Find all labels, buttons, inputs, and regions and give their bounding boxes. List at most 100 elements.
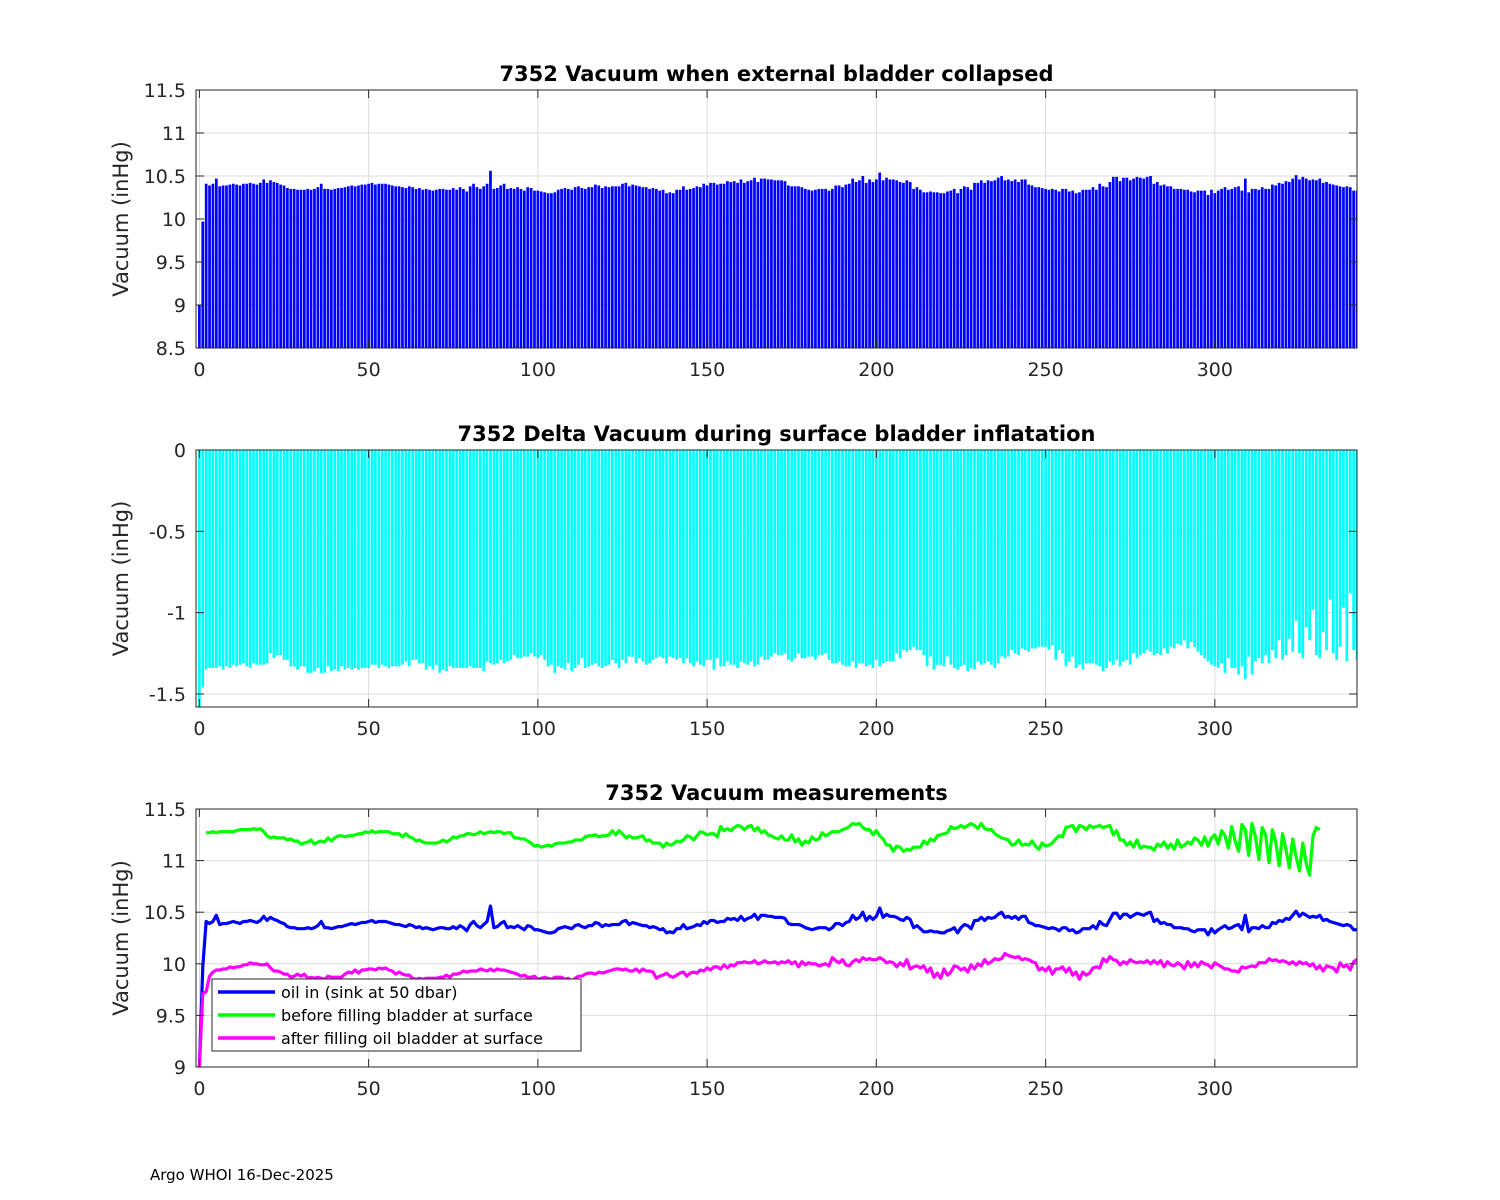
bar <box>1268 189 1271 348</box>
bar <box>273 450 276 658</box>
bar <box>432 191 435 348</box>
bar <box>367 184 370 348</box>
bar <box>1386 191 1389 348</box>
bar <box>567 189 570 348</box>
bar <box>767 450 770 660</box>
bar <box>757 450 760 665</box>
bar <box>506 189 509 348</box>
bar <box>1379 191 1382 348</box>
bar <box>801 187 804 348</box>
bar <box>740 450 743 661</box>
bar <box>662 190 665 348</box>
bar <box>987 450 990 661</box>
bar <box>645 187 648 348</box>
bar <box>560 189 563 348</box>
bar <box>679 450 682 658</box>
bar <box>381 450 384 665</box>
bar <box>479 450 482 668</box>
bar <box>1129 180 1132 348</box>
bar <box>858 450 861 663</box>
bar <box>503 184 506 348</box>
bar <box>814 450 817 660</box>
bar <box>357 450 360 670</box>
bar <box>628 186 631 348</box>
bar <box>625 183 628 348</box>
bar <box>713 183 716 348</box>
bar <box>1220 189 1223 348</box>
bar <box>587 450 590 666</box>
bar <box>286 450 289 660</box>
bar <box>611 450 614 660</box>
bar <box>1241 191 1244 348</box>
bar <box>1169 450 1172 647</box>
bar <box>652 188 655 348</box>
bar <box>1251 189 1254 348</box>
bar <box>493 189 496 348</box>
bar <box>228 185 231 348</box>
bar <box>604 186 607 348</box>
legend: oil in (sink at 50 dbar)before filling b… <box>212 979 581 1051</box>
bar <box>916 187 919 348</box>
bar <box>811 191 814 348</box>
chart-panel-1: 0 50 100 150 200 250 300 8.5 9 9.5 10 10.5 11 11.5 735… <box>109 62 1413 381</box>
bar <box>1393 190 1396 348</box>
bar <box>537 191 540 348</box>
bar <box>1146 177 1149 348</box>
bar <box>344 450 347 670</box>
bar <box>408 186 411 348</box>
bar <box>1109 450 1112 661</box>
bar <box>526 187 529 348</box>
bar <box>1359 190 1362 348</box>
x-tick-label: 0 <box>193 359 205 381</box>
bar <box>1142 450 1145 653</box>
x-tick-label: 200 <box>858 359 894 381</box>
bar <box>249 183 252 348</box>
bar <box>577 186 580 348</box>
bar <box>493 450 496 665</box>
bar <box>269 180 272 348</box>
bar <box>973 450 976 670</box>
bar <box>956 193 959 348</box>
bar <box>1203 191 1206 348</box>
bar <box>242 450 245 663</box>
bar <box>533 191 536 348</box>
bar <box>469 450 472 666</box>
bar <box>821 450 824 655</box>
bar <box>323 189 326 348</box>
bar <box>723 450 726 666</box>
bar <box>872 450 875 668</box>
bar <box>547 450 550 666</box>
bar <box>266 450 269 663</box>
bar <box>865 450 868 666</box>
bar <box>391 185 394 348</box>
bar <box>262 179 265 348</box>
bar <box>1061 189 1064 348</box>
bar <box>516 450 519 658</box>
bar <box>289 189 292 348</box>
bar <box>310 190 313 348</box>
bar <box>655 450 658 658</box>
bar <box>956 450 959 670</box>
bar <box>943 193 946 348</box>
bar <box>232 184 235 348</box>
bar <box>1156 182 1159 348</box>
bar <box>1224 450 1227 673</box>
bar <box>401 187 404 348</box>
bar <box>242 184 245 348</box>
bar <box>1244 450 1247 679</box>
bar <box>855 450 858 668</box>
bar <box>276 183 279 348</box>
bar <box>218 186 221 348</box>
bar <box>1268 450 1271 663</box>
bar <box>486 450 489 661</box>
bar <box>1014 450 1017 653</box>
bar <box>905 450 908 652</box>
bar <box>1031 450 1034 648</box>
bar <box>1071 191 1074 348</box>
bar <box>682 186 685 348</box>
bar <box>516 187 519 348</box>
bar <box>1359 450 1362 595</box>
bar <box>201 222 204 348</box>
bar <box>1251 450 1254 674</box>
legend-label: after filling oil bladder at surface <box>281 1029 543 1048</box>
